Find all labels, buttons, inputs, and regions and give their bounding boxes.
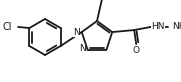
Text: NH₂: NH₂ xyxy=(172,22,181,31)
Text: O: O xyxy=(133,46,140,55)
Text: N: N xyxy=(73,28,80,37)
Text: N: N xyxy=(79,44,86,53)
Text: Cl: Cl xyxy=(3,22,12,32)
Text: HN: HN xyxy=(151,22,165,31)
